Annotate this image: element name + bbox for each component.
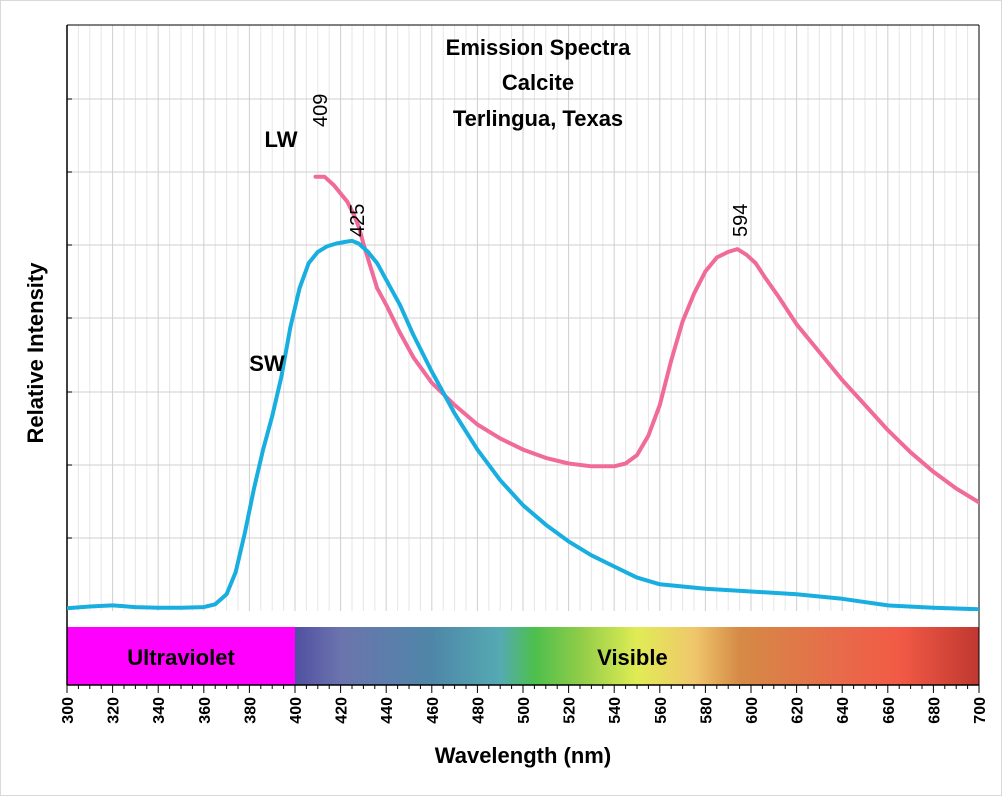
visible-band <box>295 627 979 685</box>
chart-title-line-3: Terlingua, Texas <box>453 106 623 131</box>
x-axis-label: Wavelength (nm) <box>435 743 611 768</box>
series-label-sw: SW <box>249 351 285 376</box>
x-tick-label: 380 <box>242 697 259 724</box>
x-tick-label: 500 <box>516 697 533 724</box>
gridlines <box>67 25 980 611</box>
x-tick-label: 640 <box>835 697 852 724</box>
x-tick-label: 660 <box>881 697 898 724</box>
ultraviolet-band <box>67 627 295 685</box>
series-label-lw: LW <box>265 127 298 152</box>
x-tick-label: 440 <box>379 697 396 724</box>
chart-title-line-2: Calcite <box>502 70 574 95</box>
peak-label-lw: 409 <box>310 94 332 127</box>
y-axis-label: Relative Intensity <box>23 262 48 444</box>
x-tick-label: 340 <box>151 697 168 724</box>
x-tick-label: 460 <box>425 697 442 724</box>
peak-label-sw: 425 <box>347 204 369 237</box>
x-tick-label: 420 <box>334 697 351 724</box>
x-tick-label: 360 <box>197 697 214 724</box>
x-tick-label: 700 <box>972 697 989 724</box>
x-tick-label: 620 <box>790 697 807 724</box>
x-tick-label: 600 <box>744 697 761 724</box>
series-line-lw <box>313 174 979 505</box>
series-line-sw <box>67 238 979 611</box>
peak-label-lw-second: 594 <box>730 204 752 237</box>
visible-label: Visible <box>597 645 668 670</box>
x-tick-label: 520 <box>562 697 579 724</box>
x-tick-label: 400 <box>288 697 305 724</box>
x-tick-label: 480 <box>470 697 487 724</box>
ultraviolet-label: Ultraviolet <box>127 645 235 670</box>
x-tick-label: 540 <box>607 697 624 724</box>
x-tick-label: 300 <box>60 697 77 724</box>
chart-title: Emission Spectra Calcite Terlingua, Texa… <box>446 35 631 131</box>
x-tick-label: 320 <box>106 697 123 724</box>
axes <box>66 24 980 693</box>
x-tick-label: 560 <box>653 697 670 724</box>
x-tick-labels: 300 320 340 360 380 400 420 440 460 480 500 520 540 5… <box>60 697 989 724</box>
x-tick-label: 680 <box>926 697 943 724</box>
x-tick-label: 580 <box>698 697 715 724</box>
chart-title-line-1: Emission Spectra <box>446 35 631 60</box>
series-lines <box>67 174 979 611</box>
spectrum-bar: Ultraviolet Visible <box>67 627 979 685</box>
